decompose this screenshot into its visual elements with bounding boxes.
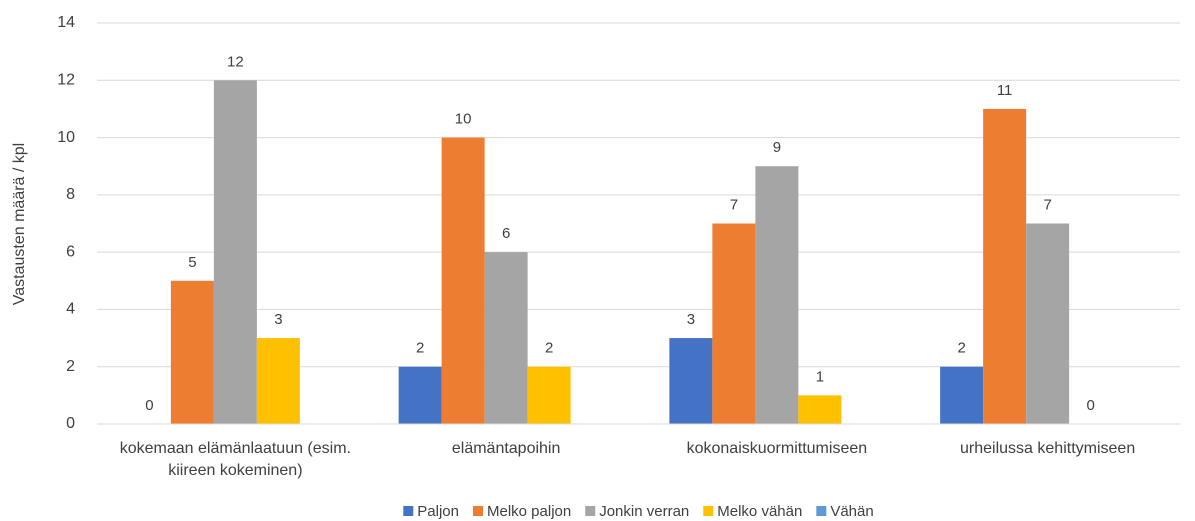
legend-swatch [585,506,596,516]
legend-swatch [473,506,483,516]
y-tick-label: 4 [66,301,75,318]
legend-label: Paljon [417,503,459,520]
bar [170,280,214,424]
bar [256,338,300,424]
y-tick-label: 6 [66,243,75,260]
y-axis-title: Vastausten määrä / kpl [11,143,28,305]
x-tick-label: kokonaiskuormittumiseen [687,440,868,457]
legend-label: Jonkin verran [599,503,689,520]
data-label: 0 [1086,397,1094,414]
bar [755,166,799,424]
x-tick-label: elämäntapoihin [452,440,561,457]
data-label: 9 [773,139,781,156]
legend-label: Melko vähän [717,503,802,520]
data-label: 2 [416,340,424,357]
data-label: 10 [455,111,472,128]
bar [527,366,571,424]
y-tick-label: 0 [66,415,75,432]
data-label: 0 [145,397,153,414]
data-label: 11 [997,82,1013,99]
bar [213,80,257,425]
y-tick-label: 12 [57,72,75,89]
bar [983,108,1027,424]
data-label: 7 [730,196,738,213]
y-tick-label: 14 [57,14,75,31]
data-label: 3 [687,311,695,328]
bar [441,137,485,425]
bar [484,252,528,424]
data-label: 2 [957,340,965,357]
bar [669,338,713,424]
legend-label: Vähän [830,503,873,520]
data-label: 6 [502,225,510,242]
data-label: 5 [188,254,196,271]
bar [798,395,842,424]
data-label: 1 [816,368,824,385]
legend-swatch [703,506,714,516]
data-label: 3 [274,311,282,328]
legend-swatch [403,506,414,516]
y-tick-label: 8 [66,186,75,203]
legend-swatch [816,506,827,516]
x-tick-label: kokemaan elämänlaatuun (esim. kiireen kok… [120,440,351,479]
bar [712,223,756,424]
legend-label: Melko paljon [487,503,571,520]
x-tick-label: urheilussa kehittymiseen [960,440,1135,457]
y-tick-label: 10 [57,129,75,146]
data-label: 2 [545,340,553,357]
y-tick-label: 2 [66,358,75,375]
bar [940,366,984,424]
data-label: 7 [1043,196,1051,213]
data-label: 12 [227,53,244,70]
bar [398,366,442,424]
bar [1026,223,1070,424]
